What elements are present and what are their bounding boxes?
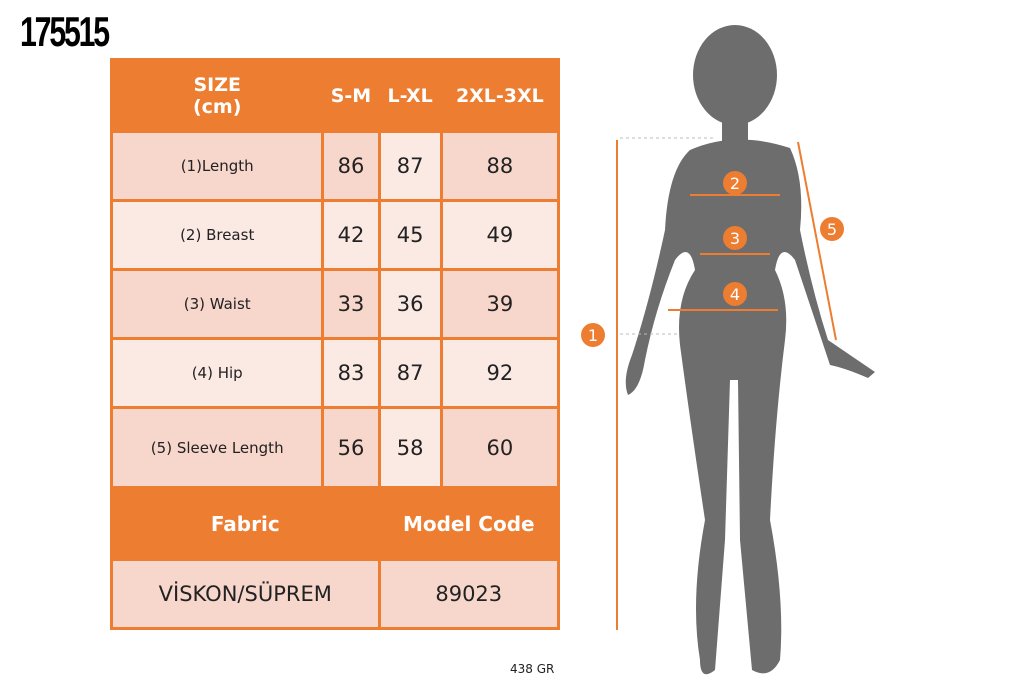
table-row: (1)Length 86 87 88 — [109, 130, 561, 202]
fabric-value: VİSKON/SÜPREM — [110, 558, 381, 630]
fabric-label: Fabric — [110, 486, 381, 561]
cell: 49 — [439, 199, 561, 271]
unit-label: (cm) — [192, 95, 242, 118]
marker-2: 2 — [730, 174, 740, 193]
cell: 33 — [321, 268, 381, 340]
cell: 56 — [321, 406, 381, 489]
body-measurement-diagram: 1 2 3 4 5 — [581, 25, 875, 675]
cell: 39 — [439, 268, 561, 340]
marker-5: 5 — [827, 220, 837, 239]
marker-3: 3 — [730, 229, 740, 248]
table-row: (3) Waist 33 36 39 — [109, 268, 561, 340]
weight-label: 438 GR — [510, 662, 555, 676]
cell: 60 — [439, 406, 561, 489]
cell: 42 — [321, 199, 381, 271]
cell: 86 — [321, 130, 381, 202]
marker-1: 1 — [588, 326, 598, 345]
cell: 36 — [377, 268, 443, 340]
model-code-value: 89023 — [377, 558, 561, 630]
marker-badges — [581, 171, 844, 347]
table-row: (4) Hip 83 87 92 — [109, 337, 561, 409]
cell: 45 — [377, 199, 443, 271]
cell: 87 — [377, 337, 443, 409]
header-2xl-3xl: 2XL-3XL — [439, 58, 561, 133]
row-label: (4) Hip — [109, 337, 325, 409]
header-row: SIZE (cm) S-M L-XL 2XL-3XL — [109, 58, 561, 133]
fabric-value-row: VİSKON/SÜPREM 89023 — [110, 558, 561, 630]
cell: 87 — [377, 130, 443, 202]
cell: 88 — [439, 130, 561, 202]
row-label: (2) Breast — [109, 199, 325, 271]
size-label: SIZE — [193, 73, 241, 96]
cell: 92 — [439, 337, 561, 409]
silhouette — [625, 25, 875, 675]
table-row: (5) Sleeve Length 56 58 60 — [109, 406, 561, 489]
product-code: 175515 — [20, 8, 110, 55]
marker-4: 4 — [730, 285, 740, 304]
size-chart-table: SIZE (cm) S-M L-XL 2XL-3XL (1)Length 86 8… — [109, 58, 561, 630]
header-s-m: S-M — [321, 58, 381, 133]
header-size: SIZE (cm) — [109, 58, 325, 133]
guide-lines — [620, 137, 715, 335]
table-row: (2) Breast 42 45 49 — [109, 199, 561, 271]
cell: 58 — [377, 406, 443, 489]
header-l-xl: L-XL — [377, 58, 443, 133]
fabric-header-row: Fabric Model Code — [110, 486, 561, 561]
cell: 83 — [321, 337, 381, 409]
row-label: (1)Length — [109, 130, 325, 202]
row-label: (5) Sleeve Length — [109, 406, 325, 489]
model-code-label: Model Code — [377, 486, 561, 561]
row-label: (3) Waist — [109, 268, 325, 340]
